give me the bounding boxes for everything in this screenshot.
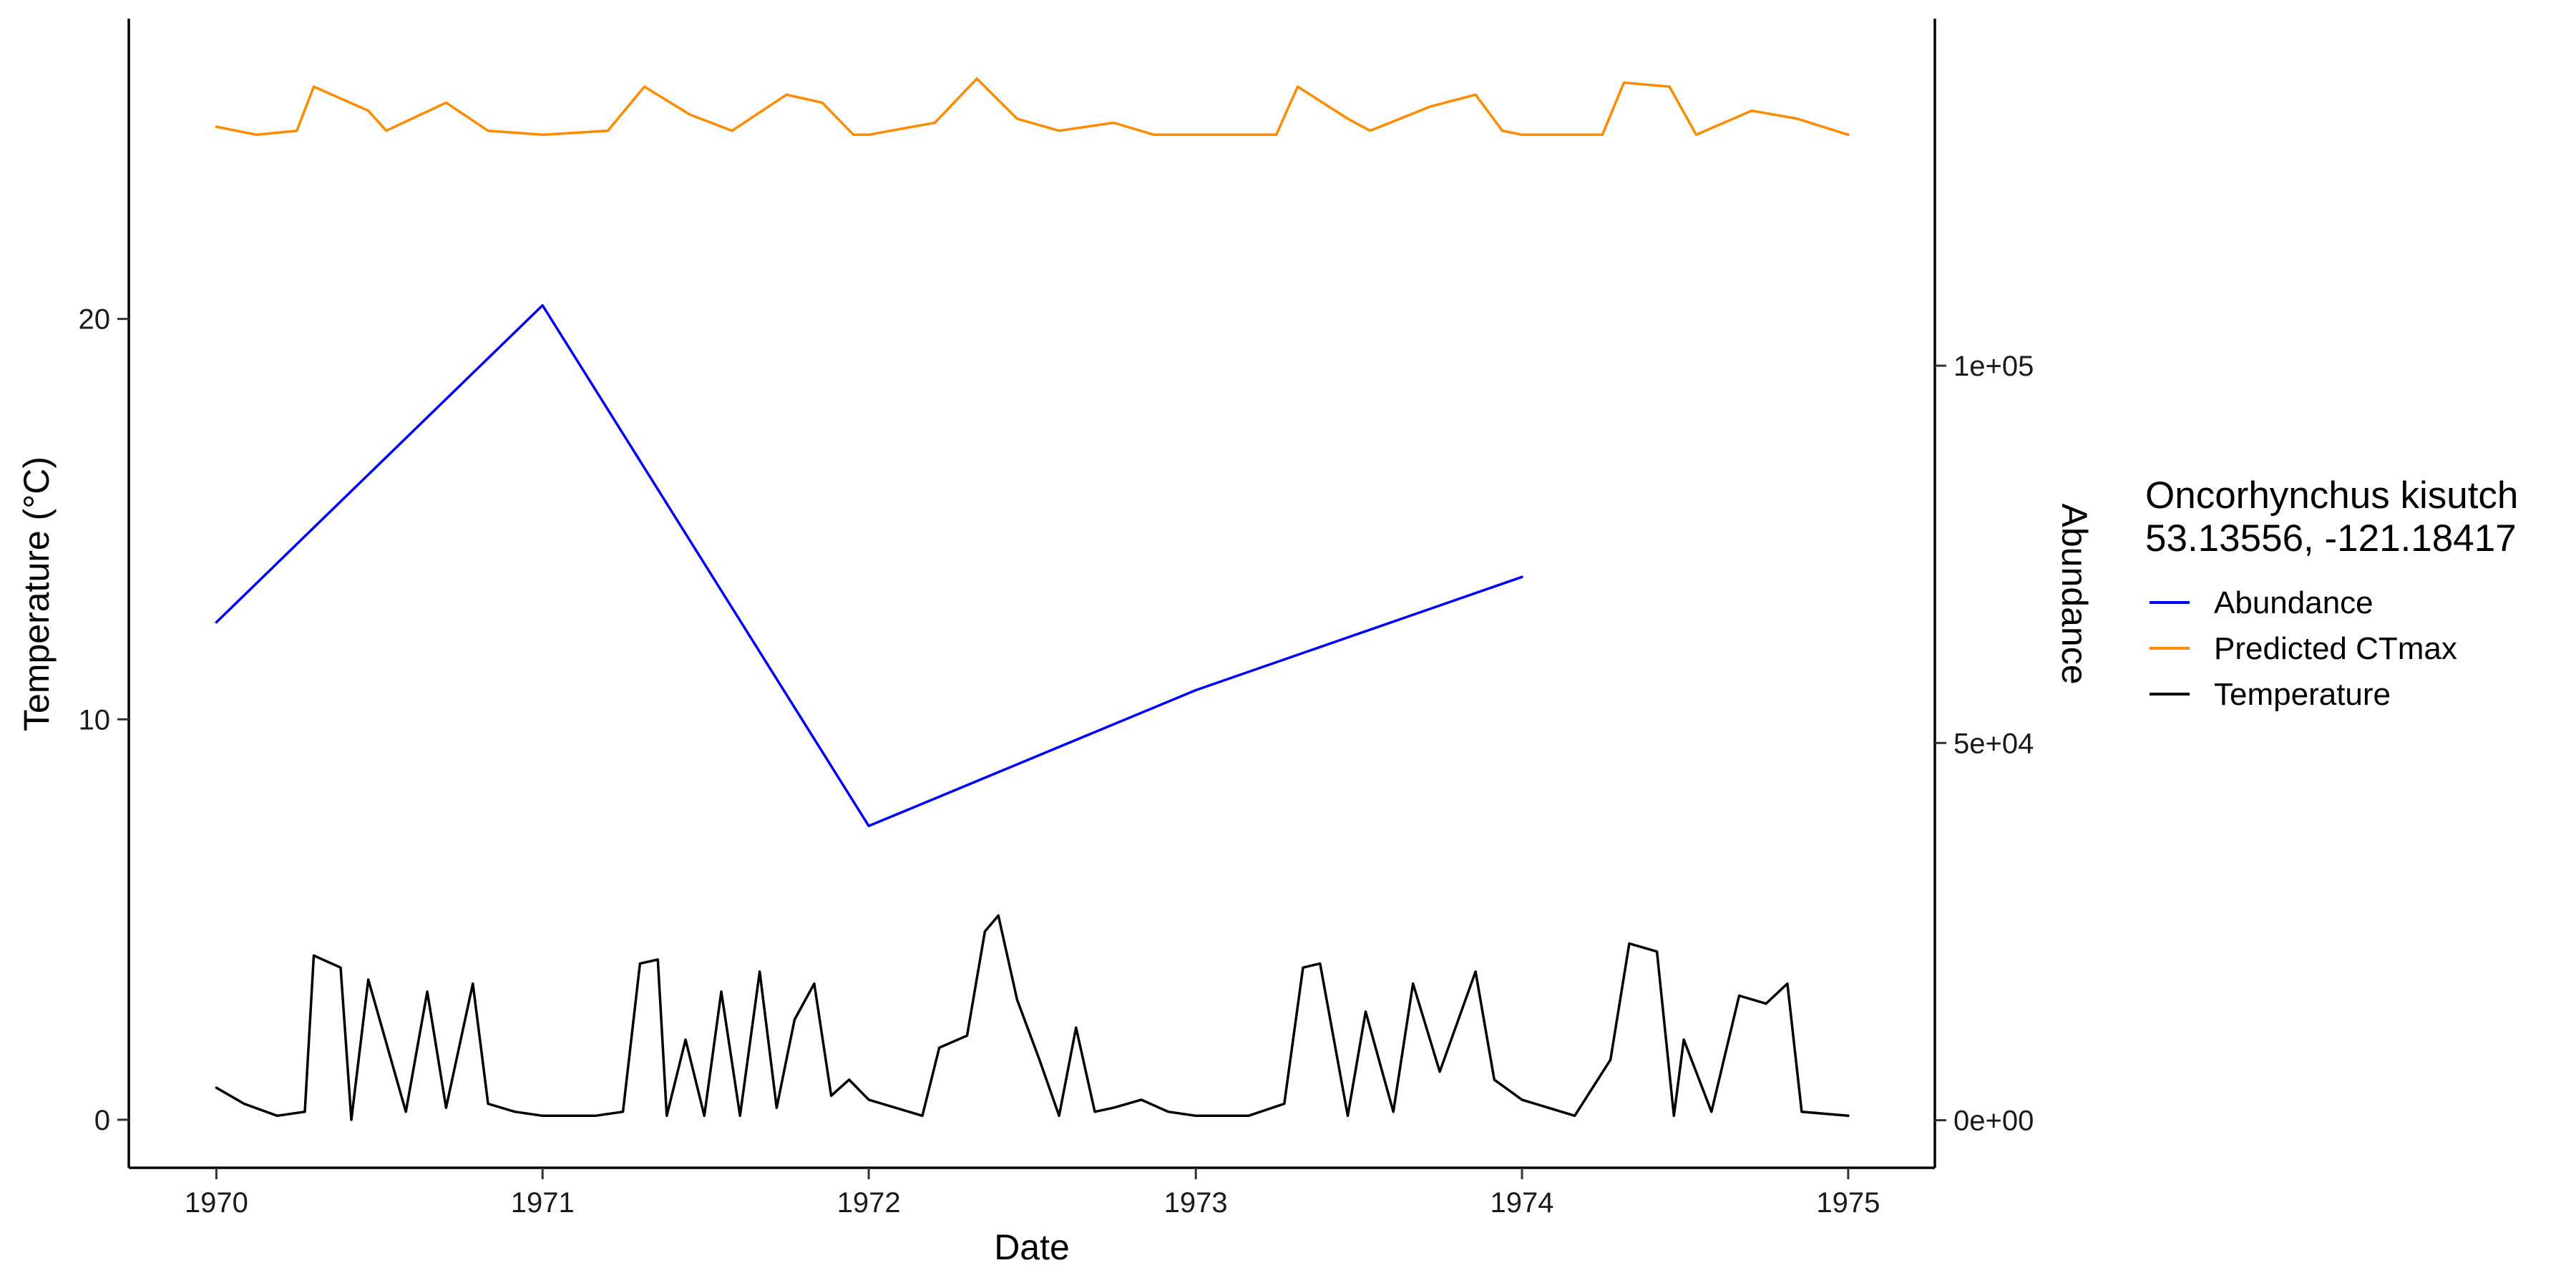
y2-axis-title: Abundance [2054, 503, 2094, 684]
series-line-predicted-ctmax [215, 77, 1850, 137]
y2-tick-label: 0e+00 [1953, 1106, 2034, 1137]
series-layer [215, 77, 1850, 1121]
series-line-abundance [215, 303, 1523, 828]
plot-area [215, 77, 1850, 1121]
legend: Oncorhynchus kisutch 53.13556, -121.1841… [2145, 474, 2518, 712]
x-tick-label: 1971 [511, 1187, 575, 1219]
x-tick-label: 1974 [1491, 1187, 1554, 1219]
axes: 1970 1971 1972 1973 1974 1975 0 10 20 0e+00 5e+0… [79, 19, 2034, 1219]
legend-item-abundance: Abundance [2150, 585, 2373, 620]
legend-label-temperature: Temperature [2214, 677, 2391, 712]
legend-item-temperature: Temperature [2150, 677, 2391, 712]
y2-ticks: 0e+00 5e+04 1e+05 [1935, 351, 2034, 1137]
y-tick-label: 20 [79, 304, 111, 336]
x-axis-title: Date [994, 1227, 1070, 1267]
series-line-temperature [215, 914, 1850, 1121]
legend-label-predicted-ctmax: Predicted CTmax [2214, 631, 2457, 666]
legend-title-line1: Oncorhynchus kisutch [2145, 474, 2518, 517]
y-tick-label: 10 [79, 704, 111, 736]
legend-title-line2: 53.13556, -121.18417 [2145, 517, 2517, 560]
legend-item-predicted-ctmax: Predicted CTmax [2150, 631, 2457, 666]
x-tick-label: 1972 [837, 1187, 901, 1219]
legend-label-abundance: Abundance [2214, 585, 2373, 620]
x-ticks: 1970 1971 1972 1973 1974 1975 [185, 1168, 1880, 1219]
y-tick-label: 0 [94, 1105, 110, 1136]
x-tick-label: 1970 [185, 1187, 248, 1219]
y-ticks: 0 10 20 [79, 304, 129, 1136]
y-axis-title: Temperature (°C) [16, 457, 57, 731]
y2-tick-label: 1e+05 [1953, 351, 2034, 382]
y2-tick-label: 5e+04 [1953, 728, 2034, 759]
x-tick-label: 1973 [1164, 1187, 1228, 1219]
x-tick-label: 1975 [1816, 1187, 1880, 1219]
